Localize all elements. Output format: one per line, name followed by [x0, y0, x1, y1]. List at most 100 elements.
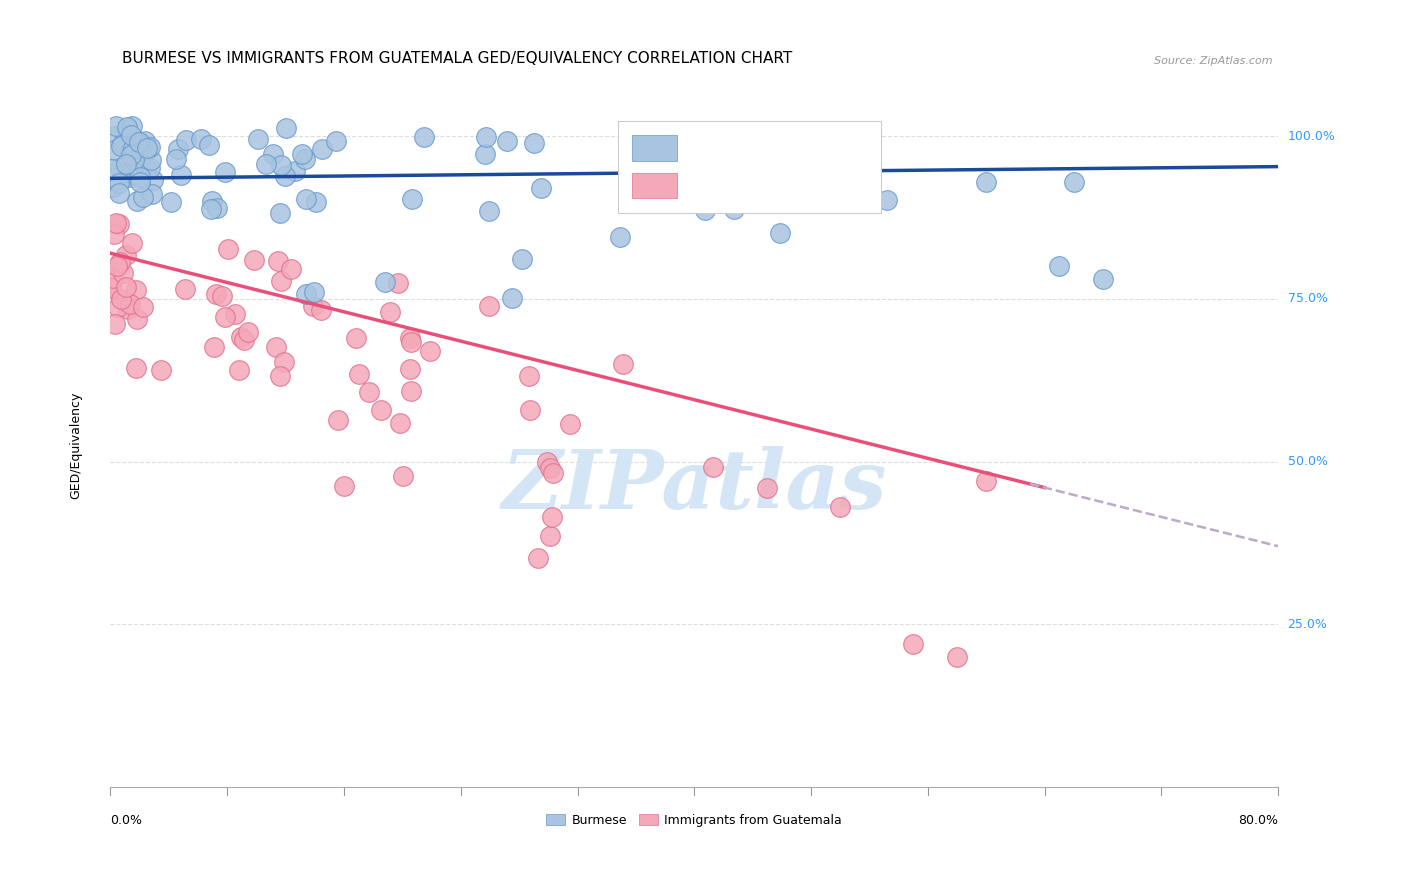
Point [247, 131, 270, 145]
Point [108, 254, 131, 268]
Point [120, 145, 142, 159]
Point [291, 147, 314, 161]
Point [474, 129, 496, 144]
Point [224, 307, 246, 321]
Point [651, 145, 673, 160]
Point [104, 317, 127, 331]
Point [478, 299, 501, 313]
Point [121, 119, 143, 133]
Point [413, 130, 436, 145]
Point [523, 136, 546, 151]
Point [200, 202, 222, 216]
Point [903, 637, 925, 651]
Point [399, 361, 422, 376]
Point [517, 369, 540, 384]
Point [135, 161, 157, 176]
Point [173, 282, 195, 296]
Point [398, 330, 420, 344]
Point [202, 340, 225, 354]
Point [125, 283, 148, 297]
Point [105, 120, 128, 134]
Point [108, 176, 131, 190]
Point [1092, 272, 1115, 286]
Point [389, 417, 412, 431]
Point [110, 292, 132, 306]
Point [120, 148, 142, 162]
Text: 100.0%: 100.0% [1288, 129, 1336, 143]
Point [612, 357, 634, 371]
Point [167, 142, 190, 156]
Point [111, 266, 134, 280]
Point [254, 157, 277, 171]
Point [100, 281, 122, 295]
Point [294, 286, 316, 301]
Point [370, 403, 392, 417]
Point [101, 271, 124, 285]
Point [264, 339, 287, 353]
Point [349, 367, 371, 381]
Point [474, 146, 496, 161]
Point [495, 134, 517, 148]
Point [541, 510, 564, 524]
Point [205, 287, 228, 301]
Point [387, 277, 409, 291]
Point [344, 331, 367, 345]
Point [217, 243, 239, 257]
Point [165, 153, 187, 167]
Point [100, 280, 122, 294]
Point [374, 275, 396, 289]
Point [228, 363, 250, 377]
Point [229, 330, 252, 344]
Point [205, 201, 228, 215]
Text: 25.0%: 25.0% [1288, 618, 1327, 631]
Text: 0.0%: 0.0% [111, 814, 142, 828]
Point [108, 161, 131, 175]
Point [333, 479, 356, 493]
Point [170, 168, 193, 182]
Point [309, 302, 332, 317]
Point [108, 186, 131, 201]
Point [359, 384, 381, 399]
Point [702, 460, 724, 475]
Point [139, 139, 162, 153]
Point [302, 299, 325, 313]
Point [103, 227, 125, 242]
Point [121, 236, 143, 251]
Point [135, 141, 157, 155]
Point [141, 153, 163, 168]
Point [115, 157, 138, 171]
Point [274, 121, 297, 136]
Point [295, 192, 318, 206]
Point [501, 291, 523, 305]
Point [118, 169, 141, 184]
Point [530, 181, 553, 195]
Point [510, 252, 533, 266]
Text: R =  0.060   N = 87: R = 0.060 N = 87 [690, 140, 852, 155]
Point [129, 175, 152, 189]
Point [122, 159, 145, 173]
Point [125, 194, 148, 208]
Text: Source: ZipAtlas.com: Source: ZipAtlas.com [1154, 56, 1272, 66]
Point [160, 195, 183, 210]
Point [1047, 259, 1070, 273]
Point [103, 143, 125, 157]
Point [100, 161, 122, 176]
Point [121, 158, 143, 172]
Point [129, 137, 152, 152]
Point [111, 165, 134, 179]
Point [974, 474, 997, 488]
Point [974, 175, 997, 189]
Point [419, 344, 441, 359]
Text: 80.0%: 80.0% [1239, 814, 1278, 828]
Point [232, 333, 254, 347]
Point [125, 360, 148, 375]
Point [149, 362, 172, 376]
Point [558, 417, 581, 432]
Point [124, 153, 146, 168]
Point [326, 413, 349, 427]
Point [380, 305, 402, 319]
Point [120, 128, 142, 142]
Point [134, 134, 156, 148]
Point [269, 368, 291, 383]
Point [262, 147, 284, 161]
